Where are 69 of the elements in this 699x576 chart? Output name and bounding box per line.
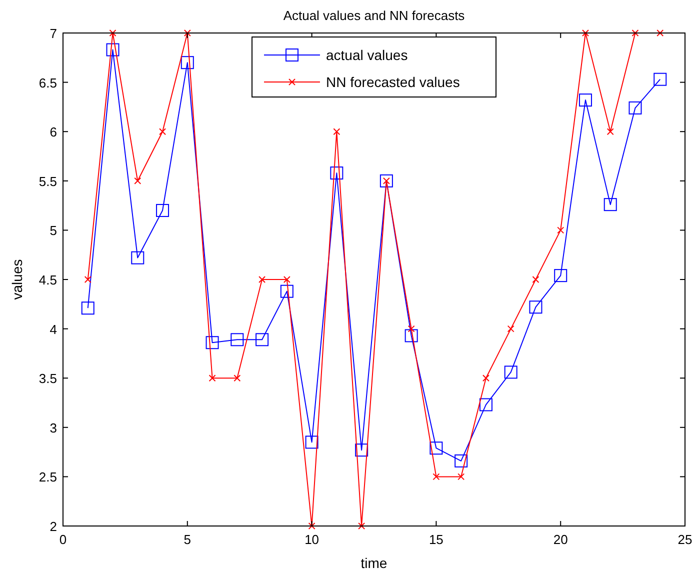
point	[84, 276, 92, 283]
point	[430, 442, 443, 455]
x-tick-label: 0	[59, 532, 67, 547]
y-tick-label: 3.5	[38, 371, 57, 386]
x-tick-label: 25	[678, 532, 692, 547]
point	[654, 72, 667, 86]
point	[156, 204, 170, 217]
y-tick-label: 4.5	[38, 272, 57, 288]
x-tick-label: 5	[184, 532, 192, 547]
point	[458, 473, 465, 480]
point	[159, 128, 166, 136]
y-tick-label: 4	[50, 322, 57, 337]
point	[230, 333, 244, 346]
point	[131, 251, 144, 264]
point	[557, 226, 564, 234]
point	[106, 43, 120, 56]
point	[604, 198, 617, 212]
point	[554, 269, 568, 282]
point	[507, 325, 514, 332]
point	[606, 128, 614, 136]
point	[208, 374, 216, 382]
y-tick-label: 3	[50, 420, 57, 436]
point	[408, 325, 415, 332]
point	[479, 398, 492, 412]
x-tick-label: 20	[553, 532, 568, 547]
point	[355, 444, 368, 457]
point	[280, 284, 294, 298]
point	[333, 128, 340, 136]
point	[134, 177, 142, 184]
point	[358, 522, 366, 530]
point	[258, 276, 266, 283]
point	[482, 374, 490, 382]
point	[308, 522, 316, 530]
y-tick-label: 2.5	[38, 470, 57, 485]
point	[404, 329, 418, 342]
chart-title: Actual values and NN forecasts	[283, 8, 466, 23]
point	[109, 30, 116, 36]
y-tick-label: 6	[50, 124, 57, 140]
legend-label: NN forecasted values	[326, 74, 460, 90]
point	[380, 174, 393, 188]
x-axis-title: time	[360, 555, 388, 571]
point	[632, 30, 639, 36]
point	[656, 30, 664, 36]
point	[305, 436, 318, 449]
point	[454, 454, 468, 468]
x-tick-label: 15	[428, 532, 444, 547]
point	[206, 336, 219, 350]
y-tick-label: 7	[50, 26, 57, 41]
point	[532, 276, 540, 283]
point	[582, 30, 589, 36]
point	[180, 56, 194, 70]
point	[628, 101, 642, 114]
x-tick-label: 10	[304, 532, 320, 547]
y-tick-label: 6.5	[38, 75, 57, 90]
point	[432, 473, 440, 480]
y-axis-title: values	[9, 259, 25, 300]
y-tick-label: 2	[50, 519, 57, 534]
legend-label: actual values	[326, 47, 408, 63]
y-tick-label: 5	[50, 223, 57, 238]
y-tick-label: 5.5	[38, 174, 57, 189]
point	[81, 302, 94, 315]
point	[184, 30, 191, 36]
point	[283, 276, 290, 283]
point	[504, 366, 518, 379]
point	[234, 374, 241, 382]
point	[256, 333, 269, 346]
point	[330, 166, 344, 180]
point	[529, 300, 542, 314]
point	[578, 94, 592, 107]
